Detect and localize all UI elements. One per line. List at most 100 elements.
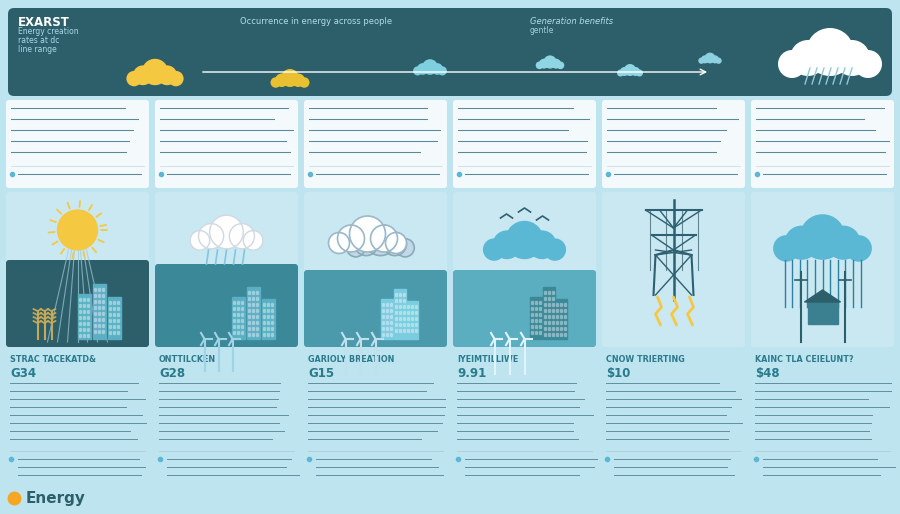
Bar [271, 333, 273, 336]
Text: $48: $48 [755, 367, 779, 380]
FancyBboxPatch shape [751, 192, 894, 347]
Bar [386, 309, 388, 312]
Bar [539, 331, 541, 334]
Circle shape [243, 231, 263, 250]
Bar [94, 294, 96, 297]
Bar [256, 315, 258, 318]
Bar [531, 307, 533, 310]
Bar [248, 291, 250, 294]
Text: Generation benefits: Generation benefits [530, 17, 613, 26]
Bar [117, 313, 119, 316]
Circle shape [536, 62, 544, 69]
Bar [248, 303, 250, 306]
FancyBboxPatch shape [6, 260, 149, 347]
Bar [83, 310, 85, 313]
Circle shape [800, 214, 845, 260]
Bar [560, 321, 562, 324]
Circle shape [806, 28, 854, 76]
Circle shape [364, 225, 396, 255]
Bar [233, 301, 235, 304]
Bar [102, 312, 104, 315]
Text: 9.91: 9.91 [457, 367, 486, 380]
Bar [117, 301, 119, 304]
Circle shape [349, 216, 385, 252]
Bar [552, 297, 554, 300]
Bar [390, 327, 392, 330]
Bar [548, 297, 550, 300]
Circle shape [636, 69, 643, 77]
Bar [83, 328, 85, 331]
FancyBboxPatch shape [751, 100, 894, 188]
Bar [256, 327, 258, 330]
Bar [535, 307, 537, 310]
Bar [395, 311, 397, 314]
Bar [539, 307, 541, 310]
Bar [248, 315, 250, 318]
Text: Energy creation: Energy creation [18, 27, 78, 36]
Bar [393, 289, 406, 339]
Text: Energy: Energy [26, 490, 86, 505]
Bar [117, 325, 119, 328]
Circle shape [422, 59, 437, 75]
Bar [403, 317, 405, 320]
Bar [386, 333, 388, 336]
Bar [247, 287, 259, 339]
FancyBboxPatch shape [155, 264, 298, 347]
Bar [79, 328, 81, 331]
Circle shape [834, 40, 870, 76]
Circle shape [527, 230, 556, 259]
Bar [531, 301, 533, 304]
Circle shape [230, 224, 255, 249]
Bar [552, 327, 554, 330]
Bar [415, 311, 417, 314]
FancyBboxPatch shape [453, 192, 596, 347]
Bar [399, 323, 401, 326]
Bar [544, 333, 546, 336]
Bar [256, 321, 258, 324]
Bar [386, 327, 388, 330]
Bar [395, 323, 397, 326]
Bar [79, 316, 81, 319]
Bar [535, 325, 537, 328]
Bar [560, 327, 562, 330]
Bar [263, 327, 265, 330]
Bar [248, 309, 250, 312]
Bar [399, 299, 401, 302]
Bar [552, 333, 554, 336]
Bar [241, 307, 243, 310]
FancyBboxPatch shape [155, 192, 298, 347]
Circle shape [620, 67, 629, 76]
Text: line range: line range [18, 45, 57, 54]
Bar [98, 324, 100, 327]
Bar [395, 305, 397, 308]
Bar [94, 288, 96, 291]
Bar [535, 319, 537, 322]
Bar [248, 327, 250, 330]
Bar [407, 305, 409, 308]
Bar [539, 319, 541, 322]
Bar [109, 325, 111, 328]
Bar [98, 294, 100, 297]
Bar [109, 301, 111, 304]
Bar [544, 303, 546, 306]
Bar [233, 313, 235, 316]
Bar [564, 303, 566, 306]
Bar [560, 315, 562, 318]
Bar [415, 329, 417, 332]
Bar [237, 331, 239, 334]
Bar [807, 302, 838, 324]
Text: STRAC TACEKATD&: STRAC TACEKATD& [10, 355, 96, 364]
Bar [83, 316, 85, 319]
Text: G28: G28 [159, 367, 185, 380]
Bar [399, 305, 401, 308]
Bar [382, 315, 384, 318]
Bar [233, 325, 235, 328]
Bar [399, 329, 401, 332]
Circle shape [413, 66, 422, 76]
Bar [263, 321, 265, 324]
Circle shape [299, 77, 310, 88]
FancyBboxPatch shape [602, 192, 745, 347]
Bar [386, 321, 388, 324]
Bar [267, 309, 269, 312]
Bar [548, 327, 550, 330]
